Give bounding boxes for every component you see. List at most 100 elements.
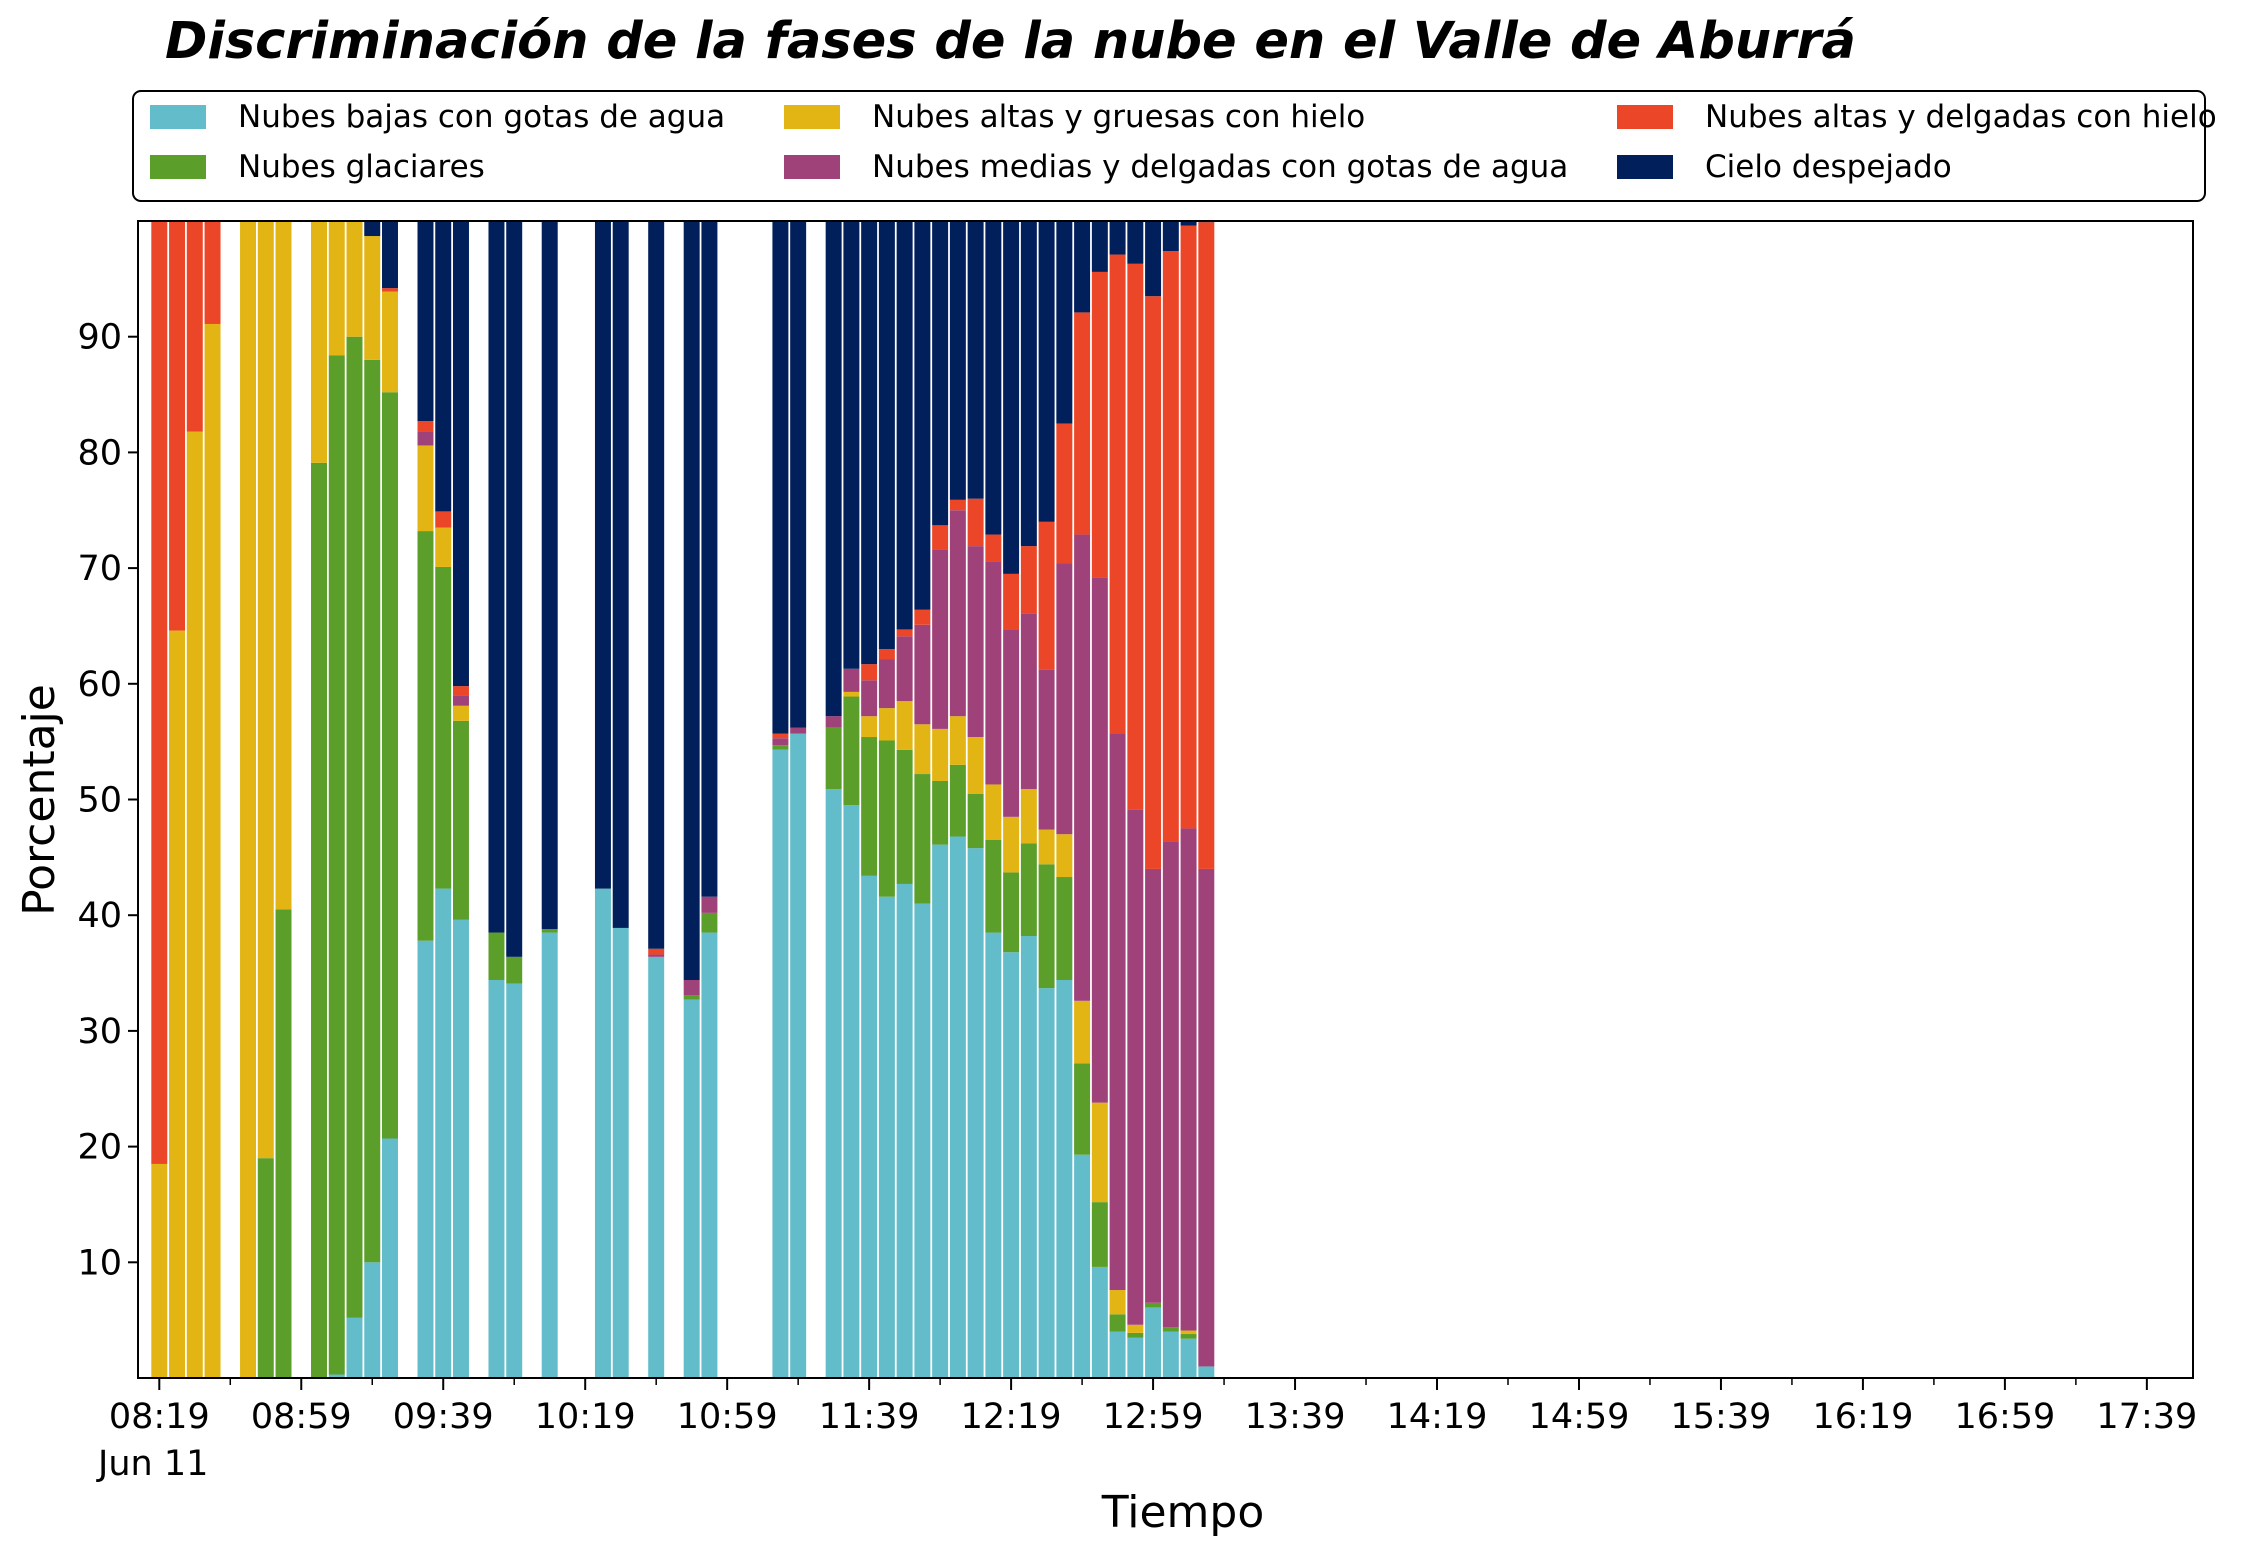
bar-segment-high_thin_ice-1259 (1145, 296, 1162, 869)
bar-segment-high_thick_ice-1254 (1127, 1324, 1144, 1333)
bar-segment-glaciated-1219 (1003, 872, 1020, 953)
bar-segment-high_thick_ice-1249 (1109, 1290, 1126, 1315)
bar-segment-high_thick_ice-0934 (417, 445, 434, 532)
legend-frame (132, 90, 2206, 202)
legend-swatch-clear (1617, 155, 1673, 179)
bar-segment-glaciated-1139 (861, 737, 878, 876)
bar-segment-clear-1149 (896, 221, 913, 630)
bar-segment-high_thick_ice-0844 (240, 221, 257, 1378)
bar-segment-glaciated-1224 (1020, 843, 1037, 937)
bar-segment-glaciated-1149 (896, 749, 913, 884)
bar-segment-high_thick_ice-0819 (151, 1163, 168, 1378)
bar-segment-glaciated-1159 (932, 780, 949, 845)
legend-label-clear: Cielo despejado (1705, 149, 1952, 185)
bar-segment-high_thick_ice-0824 (169, 630, 186, 1378)
bar-segment-glaciated-0904 (311, 462, 327, 1378)
bar-segment-glaciated-0934 (417, 531, 434, 941)
bar-segment-low_water-1309 (1180, 1338, 1197, 1378)
bar-segment-low_water-1224 (1020, 936, 1037, 1378)
bar-segment-mid_thin_water-1129 (825, 716, 842, 728)
bar-segment-low_water-1149 (896, 883, 913, 1378)
legend-label-glaciated: Nubes glaciares (238, 149, 485, 185)
x-axis: 08:19 08:59 09:39 10:19 10:59 11:39 12:19 12:59… (109, 1378, 2197, 1437)
bar-segment-high_thin_ice-1229 (1038, 521, 1055, 670)
bar-segment-glaciated-1239 (1074, 1063, 1091, 1155)
bar-segment-glaciated-1144 (878, 740, 895, 897)
bar-segment-mid_thin_water-1204 (949, 510, 966, 717)
bar-segment-high_thick_ice-0924 (382, 291, 398, 393)
bar-segment-clear-0924 (382, 221, 398, 289)
bar-segment-mid_thin_water-1304 (1162, 841, 1179, 1328)
bar-segment-low_water-1139 (861, 875, 878, 1378)
legend-label-high_thin_ice: Nubes altas y delgadas con hielo (1705, 99, 2217, 135)
bar-segment-clear-1309 (1180, 221, 1197, 226)
y-tick-label-10: 10 (77, 1243, 122, 1283)
bar-segment-low_water-0909 (328, 1374, 345, 1378)
bar-segment-glaciated-0959 (506, 956, 523, 984)
bar-segment-clear-1239 (1074, 221, 1091, 313)
bar-segment-mid_thin_water-1254 (1127, 809, 1144, 1325)
bar-segment-clear-1254 (1127, 221, 1144, 264)
bar-segment-low_water-1314 (1198, 1366, 1215, 1378)
bar-segment-mid_thin_water-1309 (1180, 828, 1197, 1331)
y-tick-label-20: 20 (77, 1128, 122, 1168)
bar-segment-low_water-1054 (701, 932, 718, 1378)
bar-segment-high_thin_ice-1154 (914, 609, 931, 625)
bar-segment-high_thin_ice-0944 (452, 686, 469, 696)
bar-segment-mid_thin_water-1139 (861, 680, 878, 717)
bar-segment-clear-1244 (1091, 221, 1108, 272)
bar-segment-clear-1144 (878, 221, 895, 650)
bar-segment-low_water-0944 (452, 919, 469, 1378)
bar-segment-mid_thin_water-1229 (1038, 669, 1055, 830)
legend-label-high_thick_ice: Nubes altas y gruesas con hielo (872, 99, 1365, 135)
bar-segment-high_thin_ice-1204 (949, 499, 966, 511)
bar-segment-low_water-1049 (683, 999, 700, 1378)
bar-segment-high_thin_ice-1309 (1180, 225, 1197, 829)
bar-segment-mid_thin_water-1159 (932, 549, 949, 729)
bar-segment-high_thin_ice-1039 (648, 948, 665, 955)
bar-segment-clear-0934 (417, 221, 434, 422)
bar-segment-low_water-0954 (488, 979, 505, 1378)
bar-segment-low_water-1219 (1003, 952, 1020, 1378)
bar-segment-low_water-0924 (382, 1138, 398, 1378)
bar-segment-glaciated-0849 (257, 1158, 274, 1378)
bar-segment-glaciated-0919 (364, 359, 381, 1263)
x-tick-label-0819: 08:19 (109, 1397, 210, 1437)
legend-swatch-high_thin_ice (1617, 105, 1673, 129)
bar-segment-high_thin_ice-0819 (151, 221, 168, 1164)
bar-segment-high_thin_ice-0834 (204, 221, 221, 324)
bar-segment-clear-1229 (1038, 221, 1055, 522)
bar-segment-glaciated-1234 (1056, 877, 1073, 980)
bar-segment-high_thick_ice-1309 (1180, 1330, 1197, 1335)
bar-segment-low_water-1254 (1127, 1337, 1144, 1378)
bar-segment-low_water-1214 (985, 932, 1002, 1378)
y-tick-label-90: 90 (77, 318, 122, 358)
bar-segment-high_thick_ice-1229 (1038, 829, 1055, 865)
bar-segment-clear-1234 (1056, 221, 1073, 424)
bar-segment-glaciated-0924 (382, 392, 398, 1139)
bar-segment-low_water-1259 (1145, 1307, 1162, 1378)
legend-label-low_water: Nubes bajas con gotas de agua (238, 99, 725, 135)
bar-segment-high_thin_ice-0939 (435, 511, 452, 528)
bar-segment-high_thin_ice-0824 (169, 221, 186, 631)
bar-segment-high_thin_ice-1219 (1003, 573, 1020, 630)
x-tick-label-1419: 14:19 (1387, 1397, 1488, 1437)
bar-segment-glaciated-0944 (452, 720, 469, 920)
bar-segment-low_water-1144 (878, 896, 895, 1378)
legend-swatch-mid_thin_water (784, 155, 840, 179)
bar-segment-high_thin_ice-1249 (1109, 254, 1126, 734)
bar-segment-mid_thin_water-1239 (1074, 534, 1091, 1001)
x-tick-label-1259: 12:59 (1103, 1397, 1204, 1437)
bar-segment-high_thick_ice-0904 (311, 221, 327, 463)
x-tick-label-1459: 14:59 (1529, 1397, 1630, 1437)
x-tick-label-1059: 10:59 (677, 1397, 778, 1437)
bar-segment-mid_thin_water-1134 (843, 668, 860, 692)
bar-segment-mid_thin_water-1234 (1056, 563, 1073, 835)
bar-segment-high_thick_ice-0829 (186, 431, 203, 1379)
bar-segment-clear-1039 (648, 221, 665, 949)
bar-segment-low_water-1239 (1074, 1154, 1091, 1378)
bar-segment-high_thick_ice-1244 (1091, 1102, 1108, 1203)
bar-segment-high_thick_ice-1154 (914, 724, 931, 775)
legend: Nubes bajas con gotas de agua Nubes glaci… (132, 90, 2217, 202)
bar-segment-mid_thin_water-0934 (417, 431, 434, 446)
